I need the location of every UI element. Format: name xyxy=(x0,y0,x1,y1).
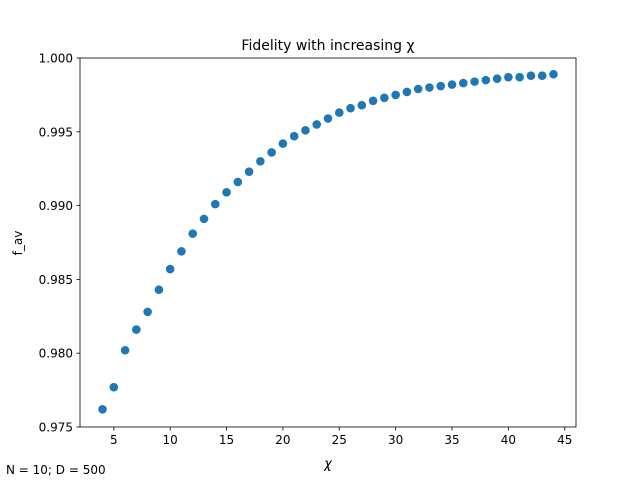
data-point xyxy=(165,264,175,274)
data-points xyxy=(98,69,558,414)
footnote-text: N = 10; D = 500 xyxy=(6,463,106,477)
data-point xyxy=(436,81,446,91)
x-tick-label: 30 xyxy=(388,433,403,447)
y-tick-label: 0.995 xyxy=(39,125,73,139)
data-point xyxy=(549,69,558,79)
data-point xyxy=(504,72,513,82)
data-point xyxy=(177,247,186,256)
y-tick-label: 1.000 xyxy=(39,52,73,66)
y-axis-label: f_av xyxy=(11,231,25,256)
y-tick-label: 0.985 xyxy=(39,273,73,287)
data-point xyxy=(120,345,130,355)
x-tick-label: 40 xyxy=(501,433,516,447)
x-axis-ticks: 5 10 15 20 25 30 35 40 45 xyxy=(110,427,572,447)
data-point xyxy=(492,74,502,83)
y-tick-label: 0.980 xyxy=(39,347,73,361)
data-point xyxy=(526,71,536,81)
data-point xyxy=(380,93,389,103)
data-point xyxy=(515,72,524,82)
x-tick-label: 25 xyxy=(332,433,347,447)
x-tick-label: 20 xyxy=(275,433,290,447)
data-point xyxy=(98,404,107,414)
x-tick-label: 45 xyxy=(557,433,572,447)
data-point xyxy=(537,71,547,81)
chart-title: Fidelity with increasing χ xyxy=(241,38,414,54)
data-point xyxy=(402,87,412,97)
data-point xyxy=(143,307,152,317)
data-point xyxy=(278,139,288,148)
data-point xyxy=(267,148,276,157)
data-point xyxy=(312,120,322,129)
data-point xyxy=(244,167,254,176)
data-point xyxy=(425,83,434,92)
data-point xyxy=(132,325,141,334)
data-point xyxy=(301,126,310,135)
data-point xyxy=(413,84,423,94)
x-tick-label: 10 xyxy=(163,433,178,447)
data-point xyxy=(199,214,209,224)
x-tick-label: 15 xyxy=(219,433,234,447)
data-point xyxy=(233,177,243,187)
plot-frame xyxy=(79,57,577,428)
data-point xyxy=(470,77,479,86)
data-point xyxy=(391,90,400,100)
data-point xyxy=(357,100,367,110)
data-point xyxy=(256,157,265,166)
data-point xyxy=(154,285,164,295)
data-point xyxy=(334,108,344,117)
data-point xyxy=(109,382,119,392)
y-tick-label: 0.975 xyxy=(39,421,73,435)
data-point xyxy=(210,199,220,209)
data-point xyxy=(346,103,355,113)
x-tick-label: 5 xyxy=(110,433,118,447)
data-point xyxy=(368,96,378,106)
data-point xyxy=(458,78,468,88)
y-axis-ticks: 0.975 0.980 0.985 0.990 0.995 1.000 xyxy=(39,52,80,435)
data-point xyxy=(188,229,198,238)
x-axis-label: χ xyxy=(323,457,333,472)
data-point xyxy=(222,188,231,197)
y-tick-label: 0.990 xyxy=(39,199,73,213)
data-point xyxy=(447,80,457,89)
x-tick-label: 35 xyxy=(444,433,459,447)
data-point xyxy=(289,131,299,141)
data-point xyxy=(481,75,491,85)
data-point xyxy=(323,114,333,123)
